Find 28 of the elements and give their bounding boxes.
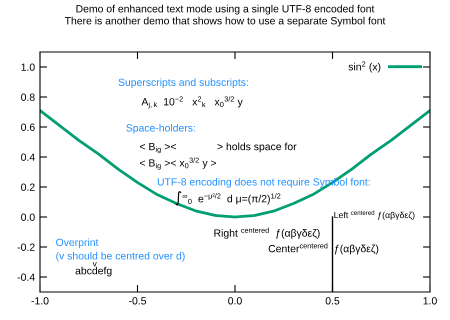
annotation: Space-holders: — [126, 124, 195, 134]
annotation: Center$^{centered}$ ƒ(αβγδεζ) — [268, 243, 378, 254]
legend-label: sin$^{2}$ (x) — [348, 61, 380, 72]
y-tick-label: -0.4 — [18, 274, 35, 281]
x-tick-label: -0.5 — [128, 297, 146, 305]
y-tick-label: 0.4 — [21, 154, 35, 161]
line-series — [40, 109, 430, 218]
annotation: Superscripts and subscripts: — [118, 78, 248, 88]
annotation: abcdefg — [76, 266, 112, 276]
x-tick-label: -1.0 — [31, 297, 49, 305]
y-tick-label: 0.0 — [21, 214, 35, 221]
y-tick-label: 0.2 — [21, 184, 35, 191]
y-tick-label: 1.0 — [21, 64, 35, 71]
annotation: Overprint (v should be centred over d) — [56, 238, 185, 262]
annotation: < B$_{ig}$ >< > holds space for — [140, 142, 296, 154]
annotation: Right $^{centered}$ ƒ(αβγδεζ) — [214, 227, 320, 239]
x-tick-label: 0.0 — [228, 297, 242, 305]
x-tick-label: 0.5 — [326, 297, 340, 305]
y-tick-label: -0.2 — [18, 244, 35, 251]
text: A$_{j,k}$ 10$^{−2}$ x$^{2}$$_{k}$ x$_{0}$$^{3/2}$ y — [141, 96, 243, 108]
x-tick-label: 1.0 — [424, 297, 437, 305]
annotation: ∫$^{∞}$$_{0}$ e$^{−μ²/2}$ d μ=(π/2)$^{1/2}$ — [175, 191, 280, 206]
annotation: < B$_{ig}$ >< x$_{0}$$^{3/2}$ y > — [140, 157, 216, 170]
annotation: Left $^{centered}$ ƒ(αβγδεζ) — [334, 210, 415, 220]
chart-title: Demo of enhanced text mode using a single UTF-8 encoded font There is another demo that shows how to use a separate Symbol font — [64, 4, 386, 26]
y-tick-label: 0.6 — [21, 124, 35, 131]
y-tick-label: 0.8 — [21, 94, 35, 101]
annotation: v — [92, 262, 97, 267]
